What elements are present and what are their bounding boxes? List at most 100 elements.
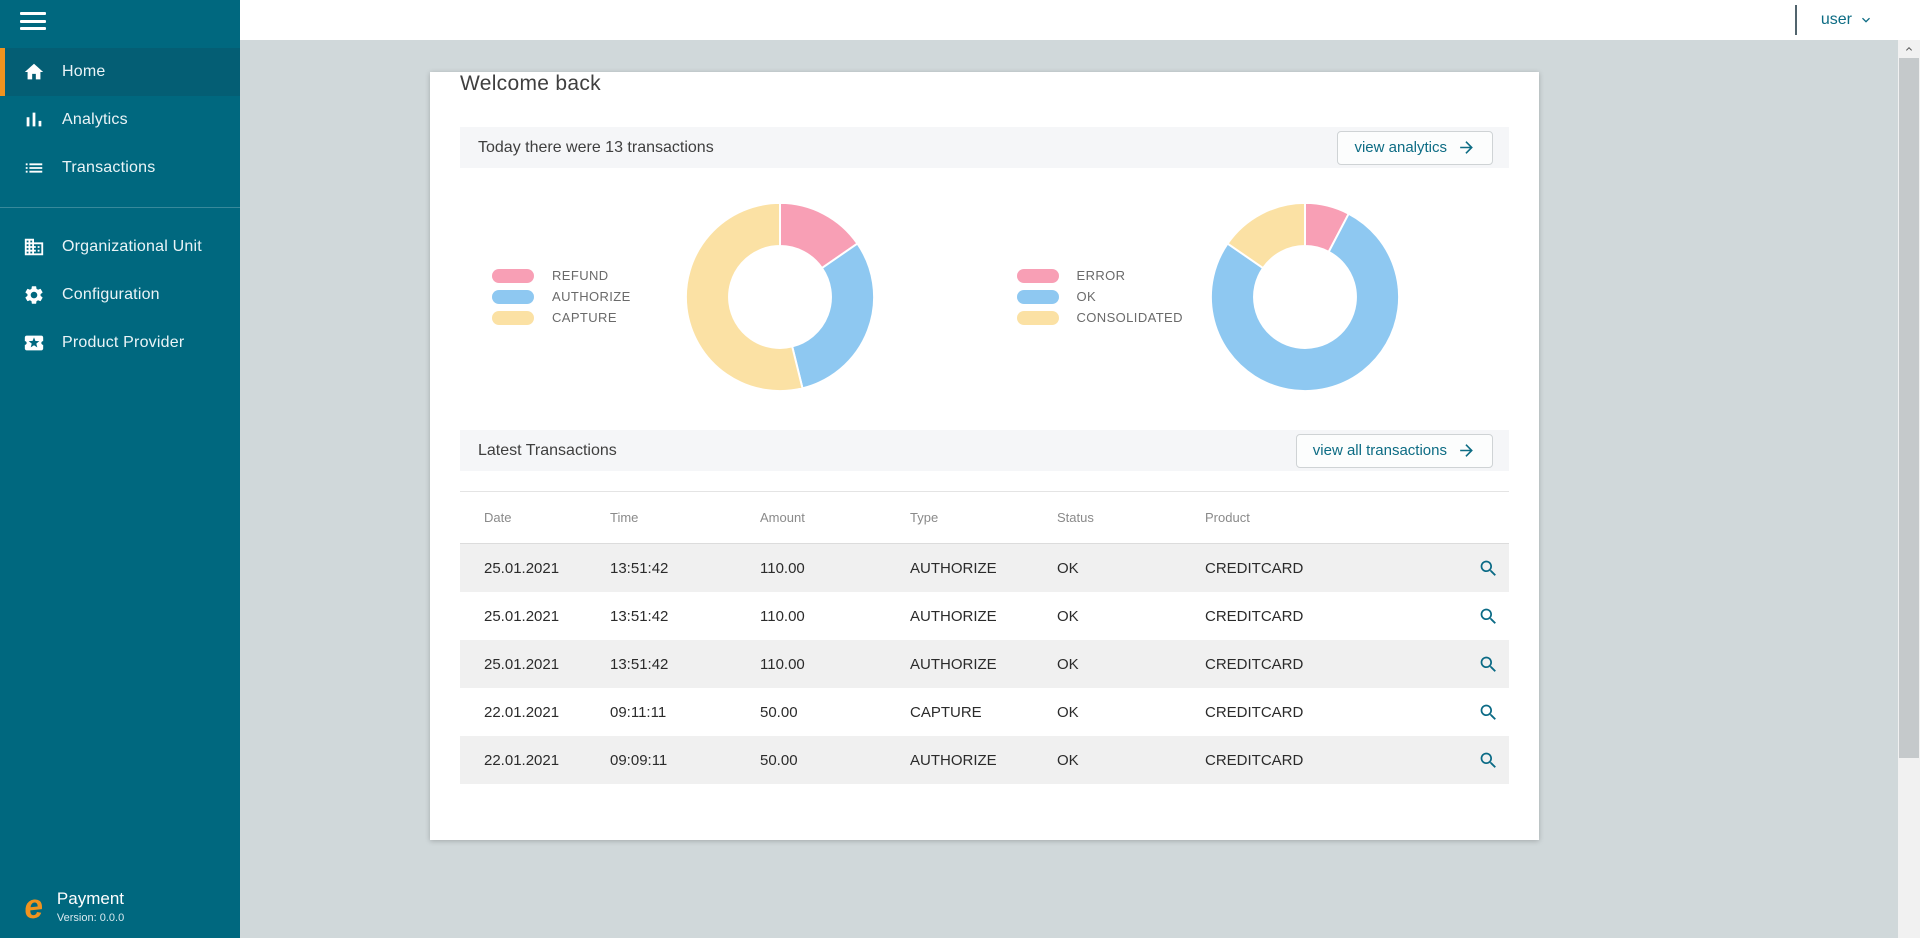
welcome-card: Welcome back Today there were 13 transac… xyxy=(430,72,1539,840)
legend-swatch xyxy=(1016,310,1059,325)
donut-chart xyxy=(684,201,876,392)
legend-swatch xyxy=(1016,289,1059,304)
latest-transactions-title: Latest Transactions xyxy=(478,441,617,459)
table-row: 25.01.2021 13:51:42 110.00 AUTHORIZE OK CREDI… xyxy=(460,640,1509,688)
row-search-button[interactable] xyxy=(1445,606,1509,627)
table-row: 25.01.2021 13:51:42 110.00 AUTHORIZE OK CREDI… xyxy=(460,544,1509,592)
product-provider-icon xyxy=(22,331,46,355)
transactions-icon xyxy=(22,156,46,180)
legend-swatch xyxy=(492,310,534,325)
row-search-button[interactable] xyxy=(1445,558,1509,579)
sidebar-item-label: Transactions xyxy=(62,159,156,176)
sidebar-item-product-provider[interactable]: Product Provider xyxy=(0,319,240,367)
table-cell: 110.00 xyxy=(760,607,805,625)
organizational-unit-icon xyxy=(22,235,46,259)
legend-swatch xyxy=(492,268,534,283)
table-cell: 50.00 xyxy=(760,751,798,769)
table-cell: CREDITCARD xyxy=(1205,751,1304,769)
table-cell: 13:51:42 xyxy=(610,559,669,577)
search-icon xyxy=(1478,606,1499,627)
page-title: Welcome back xyxy=(460,72,601,95)
table-body: 25.01.2021 13:51:42 110.00 AUTHORIZE OK CREDI… xyxy=(460,544,1509,784)
arrow-right-icon xyxy=(1460,141,1473,154)
sidebar-divider xyxy=(0,207,240,208)
legend-label: ERROR xyxy=(1076,268,1126,283)
menu-icon[interactable] xyxy=(20,12,46,30)
sidebar-item-label: Product Provider xyxy=(62,334,185,351)
legend-item: AUTHORIZE xyxy=(492,289,664,304)
table-cell: 13:51:42 xyxy=(610,607,669,625)
legend-item: ERROR xyxy=(1016,268,1189,283)
today-banner-text: Today there were 13 transactions xyxy=(478,138,714,156)
search-icon xyxy=(1478,654,1499,675)
legend-label: CONSOLIDATED xyxy=(1076,310,1183,325)
legend-swatch xyxy=(1016,268,1059,283)
table-cell: OK xyxy=(1057,751,1079,769)
table-cell: 09:09:11 xyxy=(610,751,668,769)
scroll-up-icon[interactable] xyxy=(1898,40,1920,58)
row-search-button[interactable] xyxy=(1445,750,1509,771)
legend-item: OK xyxy=(1016,289,1189,304)
sidebar-item-transactions[interactable]: Transactions xyxy=(0,144,240,192)
legend-item: REFUND xyxy=(492,268,664,283)
sidebar-nav: Home Analytics Transactions Organizational … xyxy=(0,48,240,367)
legend-item: CONSOLIDATED xyxy=(1016,310,1189,325)
sidebar-item-configuration[interactable]: Configuration xyxy=(0,271,240,319)
today-banner: Today there were 13 transactions view an… xyxy=(460,127,1509,168)
table-cell: CREDITCARD xyxy=(1205,655,1304,673)
charts-row: REFUND AUTHORIZE CAPTURE ERROR OK CONSOLIDAT… xyxy=(460,184,1509,409)
view-analytics-button[interactable]: view analytics xyxy=(1337,130,1493,165)
configuration-icon xyxy=(22,283,46,307)
legend-label: REFUND xyxy=(552,268,609,283)
table-cell: 09:11:11 xyxy=(610,703,667,721)
chart-legend: ERROR OK CONSOLIDATED xyxy=(1016,262,1189,331)
user-menu[interactable]: user xyxy=(1821,0,1874,40)
legend-item: CAPTURE xyxy=(492,310,664,325)
legend-swatch xyxy=(492,289,534,304)
table-cell: 110.00 xyxy=(760,559,805,577)
table-header-cell: Product xyxy=(1205,510,1250,525)
sidebar-footer: e Payment Version: 0.0.0 xyxy=(22,886,125,927)
table-cell: 50.00 xyxy=(760,703,798,721)
table-cell: CREDITCARD xyxy=(1205,703,1304,721)
table-cell: OK xyxy=(1057,703,1079,721)
user-menu-label: user xyxy=(1820,11,1852,28)
app-version: Version: 0.0.0 xyxy=(56,912,125,924)
table-cell: 25.01.2021 xyxy=(484,655,560,673)
sidebar-item-analytics[interactable]: Analytics xyxy=(0,96,240,144)
row-search-button[interactable] xyxy=(1445,654,1509,675)
legend-label: AUTHORIZE xyxy=(552,289,631,304)
transactions-by-status-chart: ERROR OK CONSOLIDATED xyxy=(985,184,1510,409)
topbar: user xyxy=(240,0,1920,40)
table-cell: OK xyxy=(1057,655,1079,673)
table-cell: AUTHORIZE xyxy=(910,655,997,673)
topbar-divider xyxy=(1795,5,1797,35)
sidebar-item-home[interactable]: Home xyxy=(0,48,240,96)
row-search-button[interactable] xyxy=(1445,702,1509,723)
analytics-icon xyxy=(22,108,46,132)
sidebar-item-label: Home xyxy=(62,63,106,80)
sidebar-item-organizational-unit[interactable]: Organizational Unit xyxy=(0,223,240,271)
transactions-by-type-chart: REFUND AUTHORIZE CAPTURE xyxy=(460,184,985,409)
payment-logo-icon: e xyxy=(22,886,45,927)
scrollbar[interactable] xyxy=(1898,40,1920,938)
view-all-transactions-button[interactable]: view all transactions xyxy=(1295,433,1493,468)
chart-legend: REFUND AUTHORIZE CAPTURE xyxy=(492,262,664,331)
table-cell: AUTHORIZE xyxy=(910,607,997,625)
table-cell: CREDITCARD xyxy=(1205,607,1304,625)
table-header-cell: Time xyxy=(610,510,639,525)
table-cell: 25.01.2021 xyxy=(484,607,560,625)
table-header-cell: Status xyxy=(1057,510,1094,525)
table-row: 22.01.2021 09:11:11 50.00 CAPTURE OK CREDITCA… xyxy=(460,688,1509,736)
arrow-right-icon xyxy=(1460,444,1473,457)
legend-label: OK xyxy=(1076,289,1097,304)
main-content: Welcome back Today there were 13 transac… xyxy=(240,40,1898,938)
table-cell: OK xyxy=(1057,559,1079,577)
table-header-cell: Date xyxy=(484,510,512,525)
table-cell: 110.00 xyxy=(760,655,805,673)
sidebar: Home Analytics Transactions Organizational … xyxy=(0,0,240,938)
table-row: 22.01.2021 09:09:11 50.00 AUTHORIZE OK CREDIT… xyxy=(460,736,1509,784)
transactions-table: Date Time Amount Type Status Product 25.01.20… xyxy=(460,491,1509,784)
app-name: Payment xyxy=(56,889,125,908)
scrollbar-thumb[interactable] xyxy=(1899,58,1919,758)
